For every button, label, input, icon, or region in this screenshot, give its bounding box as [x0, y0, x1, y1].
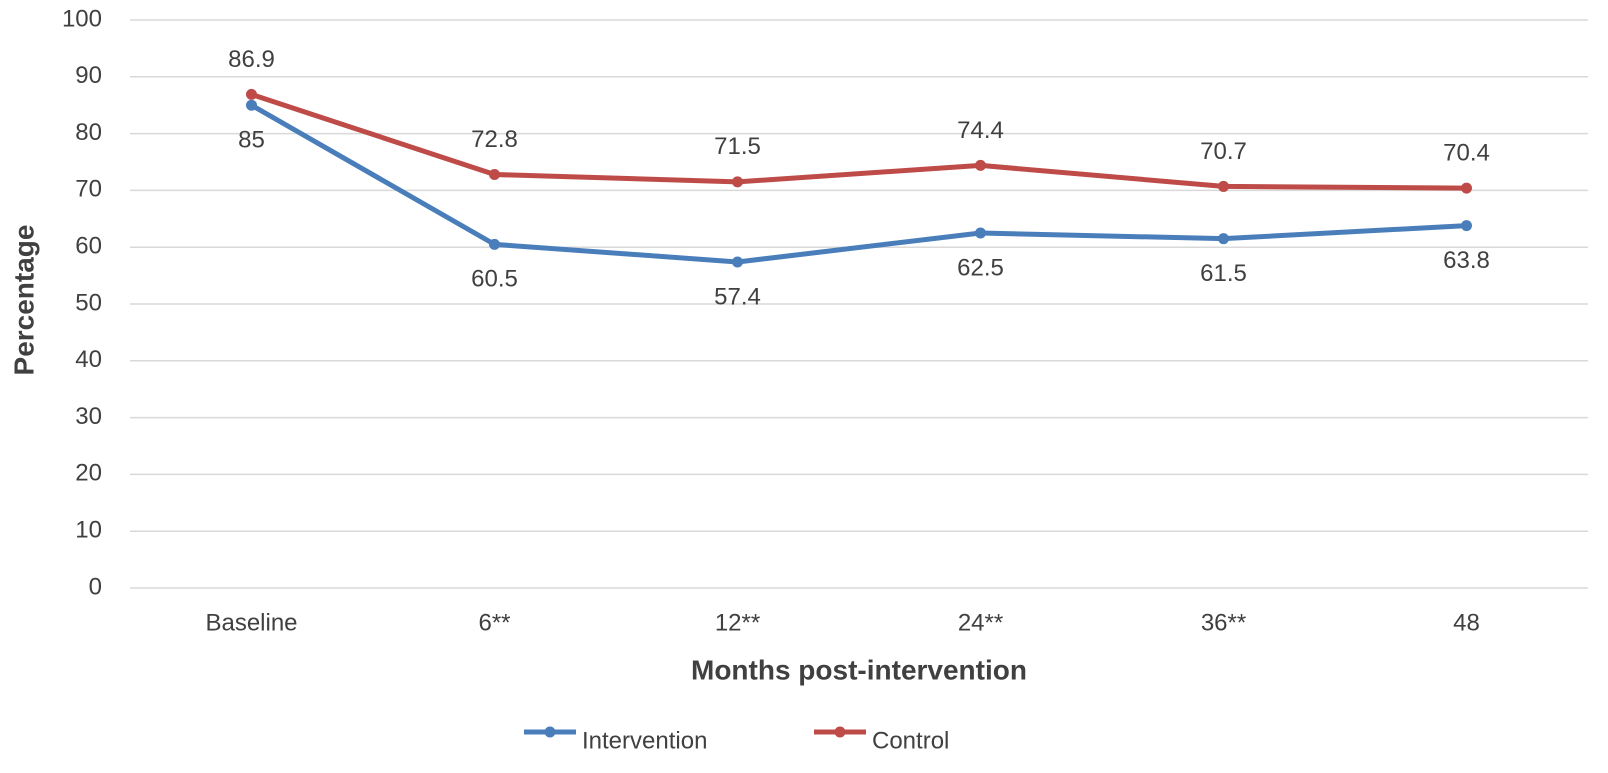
legend-label: Intervention [582, 727, 707, 754]
data-label: 62.5 [957, 254, 1004, 281]
point-marker [975, 227, 986, 239]
x-tick-label: 24** [958, 609, 1003, 636]
y-tick-label: 20 [75, 460, 102, 487]
point-marker [1218, 180, 1229, 192]
series-line [250, 92, 1467, 191]
data-label: 60.5 [471, 266, 518, 293]
y-tick-label: 70 [75, 176, 102, 203]
legend-label: Control [872, 727, 949, 754]
point-marker [489, 168, 500, 180]
data-label: 86.9 [228, 46, 275, 73]
data-label: 57.4 [714, 283, 761, 310]
series-line [250, 103, 1467, 265]
point-marker [975, 159, 986, 171]
x-tick-label: Baseline [205, 609, 297, 636]
x-axis-title: Months post-intervention [691, 654, 1027, 685]
x-tick-label: 36** [1201, 609, 1246, 636]
point-marker [246, 99, 257, 111]
point-marker [246, 88, 257, 100]
data-label: 61.5 [1200, 260, 1247, 287]
data-label: 71.5 [714, 133, 761, 160]
data-label: 70.7 [1200, 138, 1247, 165]
y-tick-label: 80 [75, 119, 102, 146]
y-tick-label: 100 [62, 5, 102, 32]
point-marker [489, 238, 500, 250]
y-tick-label: 90 [75, 62, 102, 89]
legend-marker [544, 726, 556, 738]
y-tick-label: 40 [75, 346, 102, 373]
data-label: 63.8 [1443, 247, 1490, 274]
y-axis-title: Percentage [8, 225, 39, 376]
data-label: 74.4 [957, 117, 1004, 144]
point-marker [1461, 220, 1472, 232]
data-label: 70.4 [1443, 139, 1490, 166]
data-label: 85 [238, 127, 265, 154]
point-marker [1218, 233, 1229, 245]
point-marker [1461, 182, 1472, 194]
y-tick-label: 0 [89, 573, 102, 600]
x-tick-label: 48 [1453, 609, 1480, 636]
x-tick-label: 6** [478, 609, 510, 636]
data-label: 72.8 [471, 126, 518, 153]
y-tick-label: 50 [75, 289, 102, 316]
y-tick-label: 30 [75, 403, 102, 430]
y-tick-label: 10 [75, 517, 102, 544]
point-marker [732, 256, 743, 268]
y-tick-label: 60 [75, 233, 102, 260]
legend-marker [834, 726, 846, 738]
x-tick-label: 12** [715, 609, 760, 636]
point-marker [732, 176, 743, 188]
